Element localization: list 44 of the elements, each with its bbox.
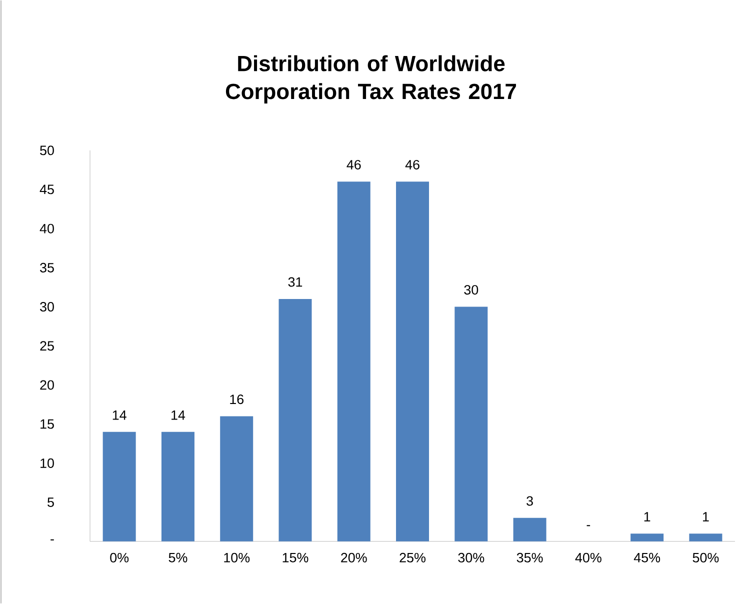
bar xyxy=(513,518,546,542)
bar xyxy=(630,534,664,542)
y-tick-label: 35 xyxy=(40,263,54,273)
y-tick-label: 30 xyxy=(40,302,54,312)
data-label: 31 xyxy=(288,277,302,287)
x-tick-label: 10% xyxy=(224,553,250,563)
y-tick-label: 15 xyxy=(40,420,54,429)
data-label: 3 xyxy=(526,496,533,506)
data-label: 14 xyxy=(172,410,186,420)
bar xyxy=(454,306,488,542)
bar xyxy=(396,182,430,542)
x-tick-label: 0% xyxy=(110,553,129,563)
chart-title: Distribution of Worldwide Corporation Tax Rates 2017 xyxy=(226,55,516,104)
x-tick-label: 40% xyxy=(575,553,602,563)
bar xyxy=(689,534,722,542)
y-tick-label: 25 xyxy=(40,341,54,351)
y-tick-label: 5 xyxy=(48,498,54,508)
bar xyxy=(161,432,194,542)
y-tick-label: 45 xyxy=(40,184,54,194)
x-tick-label: 20% xyxy=(341,553,367,563)
data-label: 1 xyxy=(702,512,709,522)
x-tick-label: 50% xyxy=(692,553,719,563)
x-tick-label: 5% xyxy=(168,553,188,562)
data-label: 14 xyxy=(112,410,126,420)
bar xyxy=(220,416,254,542)
bar xyxy=(337,182,370,542)
bar xyxy=(102,432,136,542)
y-tick-label: 50 xyxy=(40,146,54,156)
y-tick-label: 10 xyxy=(40,458,54,468)
bar xyxy=(278,299,312,542)
y-tick-label: 40 xyxy=(40,224,54,234)
data-label: 30 xyxy=(464,285,478,295)
x-tick-label: 45% xyxy=(634,553,660,562)
x-tick-label: 35% xyxy=(516,553,543,563)
x-tick-label: 25% xyxy=(400,553,426,563)
x-tick-label: 30% xyxy=(458,553,484,563)
data-label: 16 xyxy=(230,394,244,404)
y-tick-label: - xyxy=(50,539,54,540)
data-label: - xyxy=(586,525,590,526)
data-label: 46 xyxy=(346,160,361,170)
data-label: 1 xyxy=(644,512,650,522)
x-tick-label: 15% xyxy=(282,553,308,562)
data-label: 46 xyxy=(405,160,420,170)
y-tick-label: 20 xyxy=(40,380,54,390)
